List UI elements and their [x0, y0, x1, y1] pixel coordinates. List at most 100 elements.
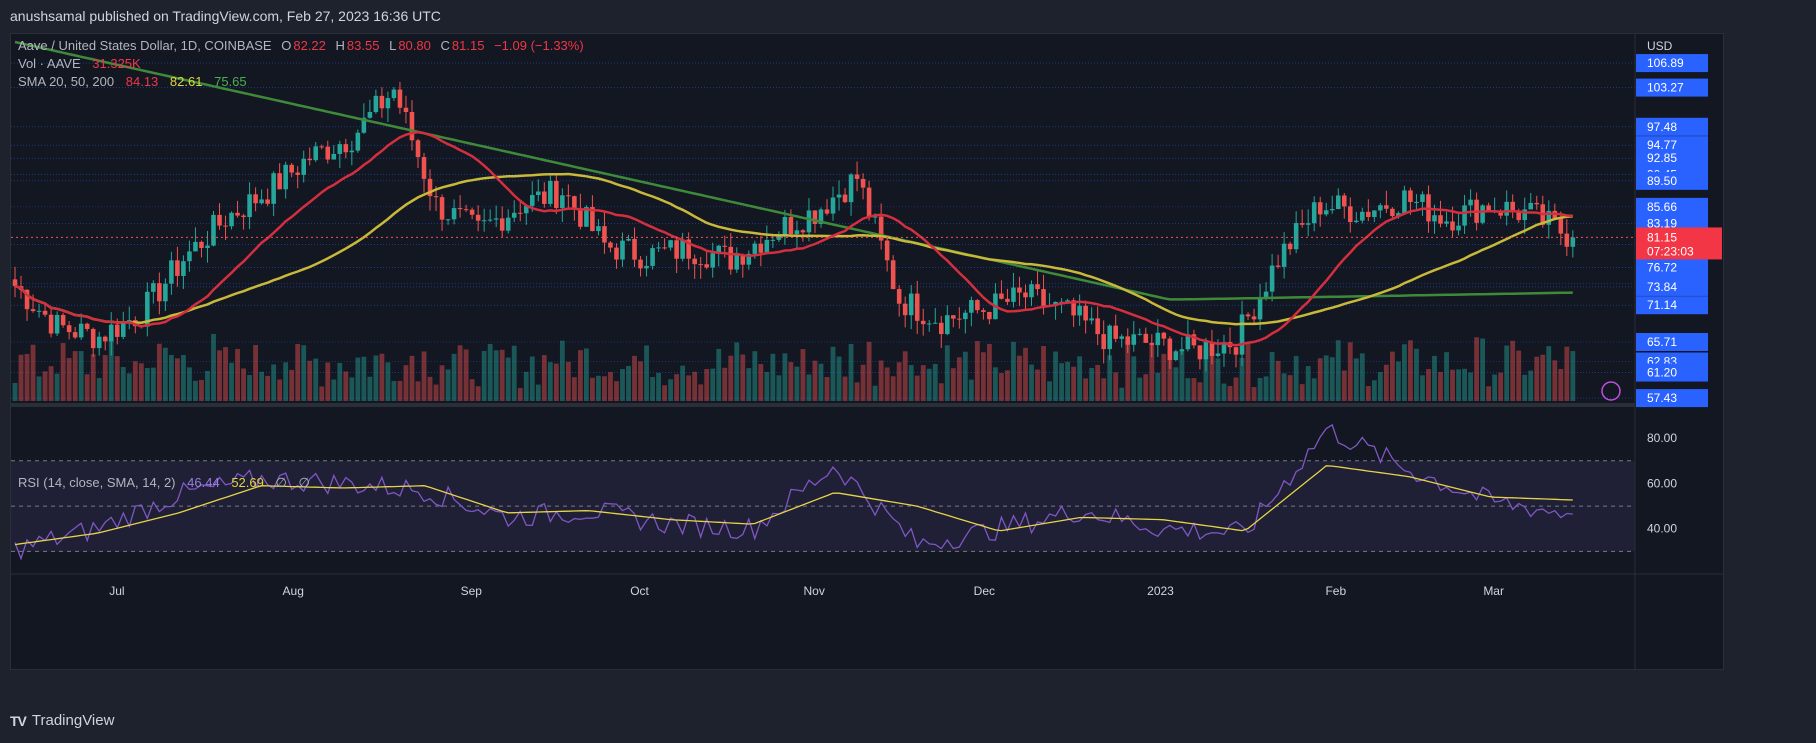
candle-body	[247, 194, 252, 218]
candle-body	[938, 322, 944, 335]
candle-body	[692, 258, 697, 265]
candle-body	[680, 239, 685, 259]
volume-bar	[415, 381, 421, 401]
price-tick-box	[1636, 296, 1708, 315]
volume-bar	[1564, 346, 1570, 401]
candle-body	[1360, 211, 1365, 221]
volume-bar	[1221, 383, 1227, 401]
volume-bar	[974, 341, 980, 401]
volume-bar	[1239, 357, 1245, 401]
volume-bar	[565, 361, 571, 401]
candle-body	[554, 180, 559, 208]
candle-body	[584, 207, 589, 227]
candle-body	[1510, 201, 1515, 211]
volume-bar	[932, 363, 938, 401]
chart-frame[interactable]: USD106.89103.2797.4894.7792.8590.4589.50…	[10, 33, 1724, 670]
candle-body	[704, 264, 709, 268]
rsi-sma-line	[14, 465, 1573, 546]
candle-body	[1173, 351, 1179, 360]
alert-icon	[1601, 381, 1621, 401]
volume-bar	[1480, 338, 1486, 401]
price-tick-label: 57.43	[1647, 391, 1677, 405]
volume-bar	[890, 376, 896, 401]
volume-bar	[710, 368, 716, 401]
last-price-label: 81.15	[1647, 230, 1677, 244]
candle-body	[157, 283, 162, 302]
volume-bar	[114, 356, 120, 401]
close-value: 81.15	[451, 38, 485, 53]
volume-bar	[1353, 358, 1359, 401]
candle-body	[1017, 287, 1022, 293]
tradingview-brand: TradingView	[31, 712, 115, 729]
high-value: 83.55	[346, 38, 380, 53]
volume-bar	[12, 382, 18, 401]
volume-bar	[1179, 350, 1185, 401]
volume-bar	[1510, 340, 1516, 401]
volume-bar	[848, 343, 854, 401]
candle-body	[187, 251, 192, 262]
price-tick-box	[1636, 389, 1708, 408]
candle-body	[1245, 314, 1251, 317]
candle-body	[217, 214, 222, 226]
volume-bar	[511, 345, 517, 401]
candle-body	[1396, 213, 1401, 217]
candle-body	[987, 311, 992, 320]
candle-body	[1215, 353, 1221, 356]
candle-body	[1378, 205, 1383, 211]
volume-bar	[541, 355, 547, 401]
bottom-bar	[0, 703, 1816, 743]
volume-bar	[1215, 358, 1221, 401]
candle-body	[397, 89, 403, 108]
candle-body	[421, 157, 427, 179]
volume-bar	[644, 345, 649, 401]
volume-bar	[1059, 363, 1064, 401]
candle-body	[1335, 195, 1341, 210]
price-tick-box	[1636, 78, 1708, 97]
rsi-tick-label: 80.00	[1647, 431, 1677, 445]
candle-body	[373, 95, 379, 113]
volume-bar	[956, 357, 962, 401]
volume-bar	[602, 376, 607, 401]
volume-bar	[174, 358, 180, 401]
candle-body	[1414, 201, 1419, 203]
candle-body	[1251, 316, 1257, 320]
volume-bar	[1420, 375, 1425, 401]
candle-body	[169, 260, 174, 284]
candle-body	[1323, 210, 1329, 215]
volume-bar	[36, 376, 42, 401]
candle-body	[24, 289, 30, 310]
candle-body	[710, 253, 716, 268]
candle-body	[1155, 332, 1161, 346]
volume-bar	[1305, 366, 1311, 401]
volume-bar	[842, 376, 848, 401]
candle-body	[1390, 208, 1395, 217]
candle-body	[975, 300, 980, 311]
volume-bar	[1197, 382, 1203, 401]
candle-body	[1432, 215, 1437, 222]
volume-bar	[950, 368, 956, 401]
candle-body	[90, 328, 96, 349]
volume-value: 31.325K	[92, 56, 141, 71]
volume-bar	[205, 370, 210, 401]
candle-body	[1498, 210, 1503, 216]
candle-body	[48, 314, 54, 334]
price-tick-label: 103.27	[1647, 81, 1684, 95]
volume-bar	[577, 350, 583, 401]
time-tick-label: Sep	[461, 584, 483, 598]
volume-bar	[596, 375, 601, 401]
volume-bar	[547, 362, 553, 401]
volume-bar	[1504, 345, 1510, 401]
candle-body	[740, 255, 746, 265]
volume-bar	[241, 368, 246, 401]
volume-bar	[878, 360, 884, 401]
volume-bar	[1275, 360, 1281, 401]
rsi-value: 46.44	[187, 475, 220, 490]
candle-body	[499, 218, 505, 231]
candle-body	[487, 219, 493, 221]
volume-bar	[505, 357, 511, 401]
close-label: C	[440, 38, 450, 53]
candle-body	[1083, 305, 1088, 321]
volume-bar	[24, 353, 30, 401]
chart-canvas[interactable]: USD106.89103.2797.4894.7792.8590.4589.50…	[11, 34, 1723, 669]
candle-body	[1221, 342, 1227, 354]
